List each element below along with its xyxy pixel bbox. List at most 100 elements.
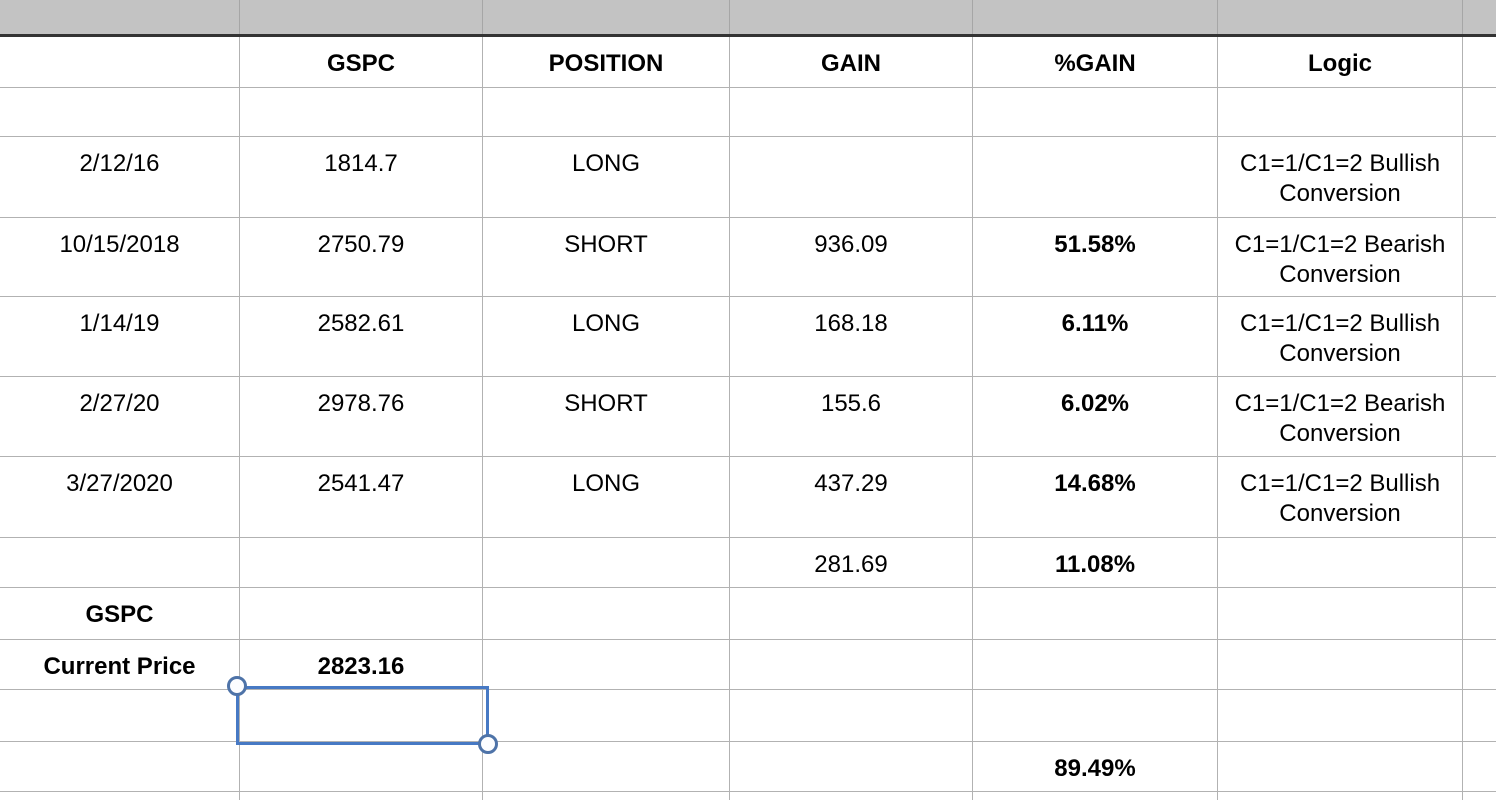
cell[interactable] <box>1463 457 1496 537</box>
cell[interactable] <box>1463 792 1496 800</box>
column-header-gspc[interactable]: GSPC <box>240 37 483 87</box>
cell[interactable] <box>973 137 1218 217</box>
cell[interactable]: LONG <box>483 137 730 217</box>
strip-cell <box>483 0 730 34</box>
cell[interactable] <box>0 88 240 136</box>
cell[interactable] <box>1463 538 1496 587</box>
cell[interactable]: 936.09 <box>730 218 973 296</box>
cell[interactable]: 51.58% <box>973 218 1218 296</box>
cell[interactable] <box>730 742 973 791</box>
cell[interactable] <box>0 538 240 587</box>
cell[interactable]: 2750.79 <box>240 218 483 296</box>
cell[interactable] <box>483 588 730 639</box>
cell[interactable] <box>1218 538 1463 587</box>
cell[interactable] <box>240 792 483 800</box>
cell[interactable]: GSPC <box>0 588 240 639</box>
cell[interactable]: C1=1/C1=2 Bullish Conversion <box>1218 457 1463 537</box>
cell[interactable]: C1=1/C1=2 Bearish Conversion <box>1218 377 1463 456</box>
cell[interactable] <box>0 37 240 87</box>
cell[interactable]: 155.6 <box>730 377 973 456</box>
cell[interactable]: 6.11% <box>973 297 1218 376</box>
cell[interactable] <box>730 137 973 217</box>
cell[interactable] <box>1463 297 1496 376</box>
cell[interactable] <box>240 538 483 587</box>
cell[interactable] <box>1463 37 1496 87</box>
cell[interactable]: 1/14/19 <box>0 297 240 376</box>
cell[interactable] <box>483 640 730 689</box>
cell[interactable] <box>730 88 973 136</box>
cell[interactable] <box>0 792 240 800</box>
column-header-logic[interactable]: Logic <box>1218 37 1463 87</box>
cell[interactable] <box>1218 792 1463 800</box>
cell[interactable]: Current Price <box>0 640 240 689</box>
cell[interactable] <box>240 690 483 741</box>
cell[interactable] <box>240 742 483 791</box>
cell[interactable] <box>973 690 1218 741</box>
cell[interactable] <box>730 792 973 800</box>
table-row: Current Price 2823.16 <box>0 640 1496 690</box>
cell[interactable]: 2/12/16 <box>0 137 240 217</box>
cell[interactable] <box>483 690 730 741</box>
cell[interactable] <box>483 792 730 800</box>
cell[interactable]: LONG <box>483 457 730 537</box>
cell[interactable] <box>1218 88 1463 136</box>
table-row <box>0 792 1496 800</box>
cell[interactable] <box>730 640 973 689</box>
cell[interactable]: C1=1/C1=2 Bullish Conversion <box>1218 137 1463 217</box>
cell[interactable]: C1=1/C1=2 Bearish Conversion <box>1218 218 1463 296</box>
column-header-gain[interactable]: GAIN <box>730 37 973 87</box>
column-header-position[interactable]: POSITION <box>483 37 730 87</box>
cell[interactable] <box>483 88 730 136</box>
cell[interactable] <box>1463 742 1496 791</box>
cell[interactable] <box>240 588 483 639</box>
cell[interactable] <box>973 792 1218 800</box>
selection-handle-top-left[interactable] <box>227 676 247 696</box>
cell[interactable] <box>1218 588 1463 639</box>
cell[interactable] <box>1463 690 1496 741</box>
cell[interactable]: 3/27/2020 <box>0 457 240 537</box>
cell[interactable] <box>1463 137 1496 217</box>
cell[interactable] <box>1463 588 1496 639</box>
cell[interactable] <box>483 742 730 791</box>
cell[interactable]: 437.29 <box>730 457 973 537</box>
cell[interactable] <box>1463 640 1496 689</box>
cell[interactable] <box>1218 690 1463 741</box>
cell[interactable]: 6.02% <box>973 377 1218 456</box>
cell[interactable]: SHORT <box>483 218 730 296</box>
cell[interactable]: 168.18 <box>730 297 973 376</box>
cell[interactable]: 2541.47 <box>240 457 483 537</box>
cell[interactable]: 89.49% <box>973 742 1218 791</box>
cell[interactable]: 2/27/20 <box>0 377 240 456</box>
cell[interactable] <box>973 588 1218 639</box>
cell[interactable]: C1=1/C1=2 Bullish Conversion <box>1218 297 1463 376</box>
cell-selection-outline[interactable] <box>236 686 489 745</box>
cell[interactable]: LONG <box>483 297 730 376</box>
cell[interactable] <box>483 538 730 587</box>
cell[interactable]: 2978.76 <box>240 377 483 456</box>
cell[interactable]: 10/15/2018 <box>0 218 240 296</box>
cell[interactable]: SHORT <box>483 377 730 456</box>
column-header-gain[interactable]: %GAIN <box>973 37 1218 87</box>
cell[interactable] <box>730 690 973 741</box>
cell[interactable] <box>0 690 240 741</box>
cell[interactable]: 281.69 <box>730 538 973 587</box>
selection-handle-bottom-right[interactable] <box>478 734 498 754</box>
cell[interactable]: 11.08% <box>973 538 1218 587</box>
cell[interactable] <box>1218 742 1463 791</box>
cell[interactable] <box>1463 377 1496 456</box>
strip-cell <box>730 0 973 34</box>
cell[interactable]: 1814.7 <box>240 137 483 217</box>
cell[interactable] <box>973 640 1218 689</box>
cell[interactable]: 2582.61 <box>240 297 483 376</box>
cell[interactable] <box>0 742 240 791</box>
cell[interactable] <box>1463 88 1496 136</box>
cell[interactable] <box>730 588 973 639</box>
cell[interactable]: 2823.16 <box>240 640 483 689</box>
cell[interactable] <box>973 88 1218 136</box>
cell[interactable]: 14.68% <box>973 457 1218 537</box>
table-row <box>0 690 1496 742</box>
cell[interactable] <box>240 88 483 136</box>
strip-cell <box>1463 0 1496 34</box>
cell[interactable] <box>1218 640 1463 689</box>
cell[interactable] <box>1463 218 1496 296</box>
